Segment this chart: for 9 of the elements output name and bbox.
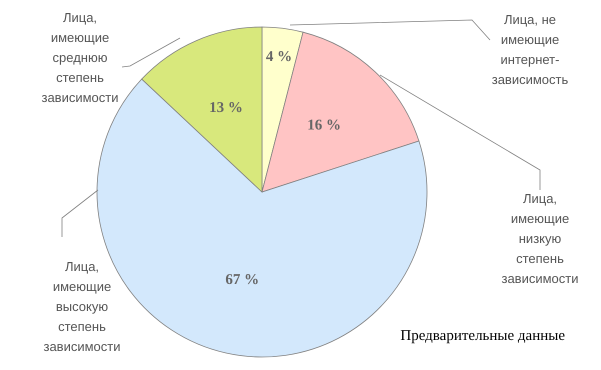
data-label: 13 %	[209, 100, 243, 116]
slice-label: Лица, имеющие высокую степень зависимости	[43, 259, 121, 354]
data-label: 4 %	[266, 49, 292, 66]
data-label: 67 %	[225, 272, 260, 288]
data-label: 16 %	[307, 117, 341, 134]
slice-label: Лица, не имеющие интернет-зависимость	[492, 12, 568, 87]
text: Предварительные данные	[400, 328, 566, 344]
slice-label: Лица, имеющие среднюю степень зависимости	[41, 10, 119, 105]
slice-label: Лица, имеющие низкую степень зависимости	[501, 191, 579, 286]
